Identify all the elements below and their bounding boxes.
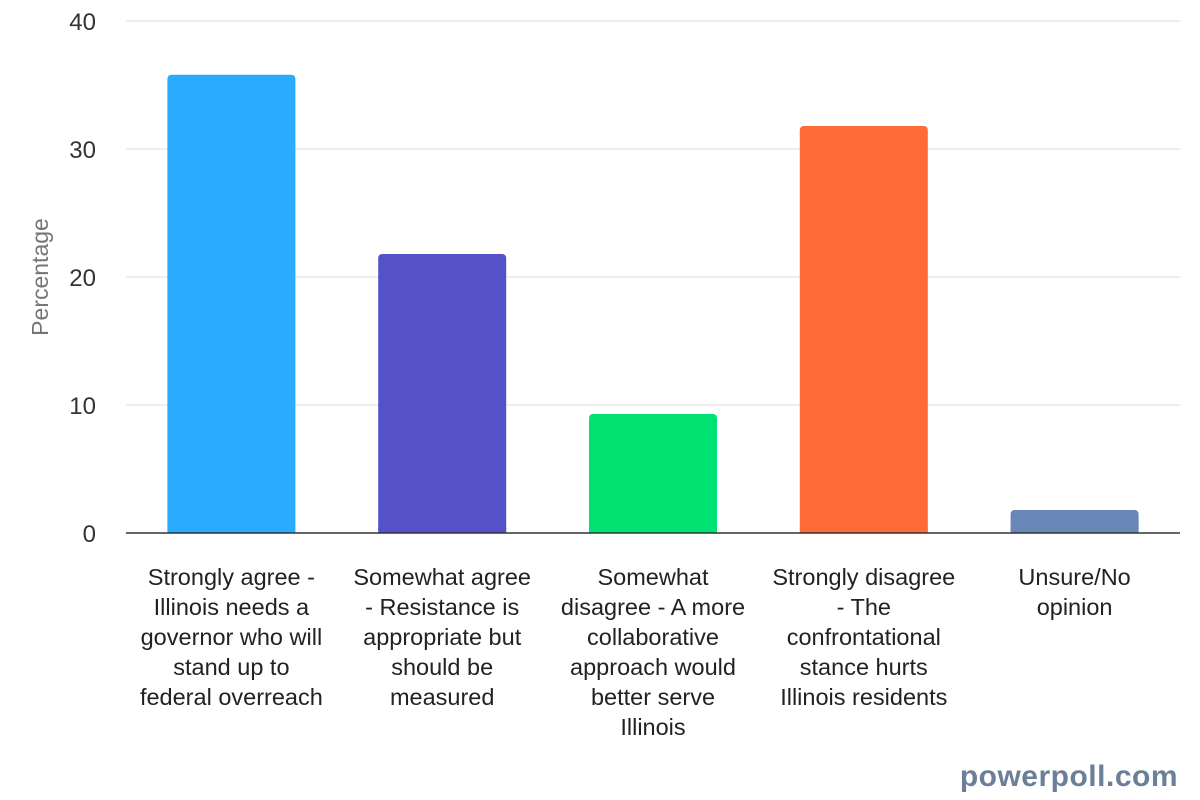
watermark: powerpoll.com (959, 760, 1178, 793)
x-category-label: Strongly agree - Illinois needs a govern… (139, 564, 323, 710)
x-category-label: Unsure/No opinion (1018, 564, 1131, 620)
bar-base (589, 527, 717, 533)
bar (799, 125, 928, 534)
bar-base (799, 527, 928, 533)
bar (589, 413, 717, 533)
y-tick-label: 40 (69, 9, 96, 36)
bar-base (378, 527, 507, 533)
bar-base (167, 527, 296, 533)
y-tick-label: 30 (69, 137, 96, 164)
x-category-label: Strongly disagree - The confrontational … (772, 564, 956, 710)
x-category-label: Somewhat disagree - A more collaborative… (560, 564, 746, 740)
gridlines (126, 20, 1180, 406)
y-tick-label: 10 (69, 393, 96, 420)
y-axis-ticks: 0 10 20 30 40 (69, 9, 96, 548)
bars (167, 74, 1139, 534)
bar (378, 253, 507, 533)
x-category-label: Somewhat agree - Resistance is appropria… (353, 564, 532, 710)
bar-base (1010, 527, 1139, 533)
y-tick-label: 0 (83, 521, 96, 548)
y-tick-label: 20 (69, 265, 96, 292)
y-axis-label: Percentage (27, 218, 53, 336)
bar (167, 74, 296, 533)
